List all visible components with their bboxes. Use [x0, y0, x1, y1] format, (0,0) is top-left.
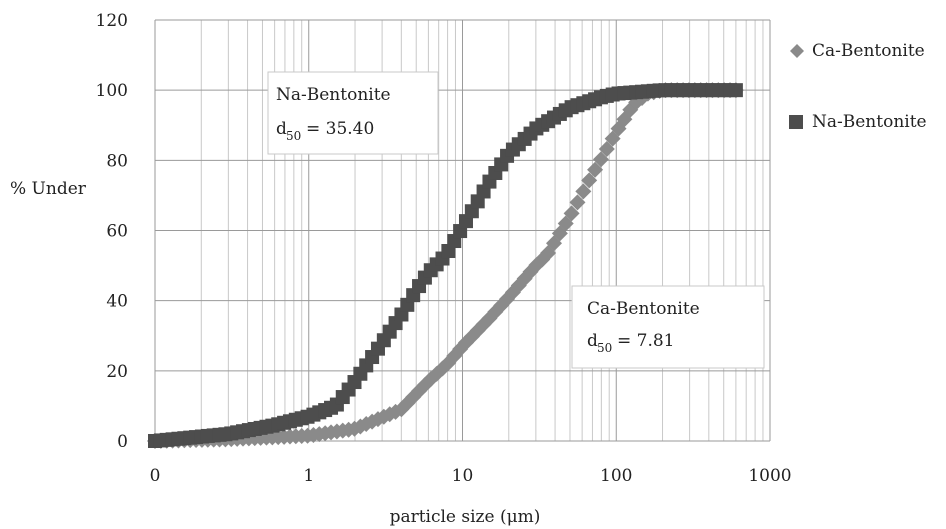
y-axis-ticks: 0 20 40 60 80 100 120: [96, 11, 128, 452]
annotation-ca-box: [571, 285, 765, 369]
annotation-na-label: Na-Bentonite: [276, 85, 391, 105]
legend: Ca-Bentonite Na-Bentonite: [789, 41, 927, 132]
annotation-na-box: [267, 71, 439, 155]
data-point-ca-bentonite: [581, 172, 598, 189]
annotation-ca-label: Ca-Bentonite: [587, 299, 700, 319]
data-point-ca-bentonite: [569, 194, 586, 211]
data-point-ca-bentonite: [592, 151, 609, 168]
x-tick-label: 10: [452, 466, 474, 486]
annotation-na-bentonite: Na-Bentonite d 50 = 35.40: [267, 71, 439, 155]
y-tick-label: 60: [106, 222, 128, 242]
y-tick-label: 120: [96, 11, 128, 31]
annotation-na-d50-value: = 35.40: [306, 119, 374, 139]
data-point-ca-bentonite: [610, 120, 627, 137]
annotation-ca-d50-value: = 7.81: [617, 331, 675, 351]
y-tick-label: 20: [106, 362, 128, 382]
y-axis-title: % Under: [10, 179, 87, 199]
x-tick-label: 1: [303, 466, 314, 486]
annotation-ca-d50-subscript: 50: [597, 341, 612, 355]
y-tick-label: 80: [106, 151, 128, 171]
legend-marker-ca-bentonite: [790, 44, 804, 58]
series-na-bentonite: [148, 83, 743, 448]
data-point-ca-bentonite: [575, 183, 592, 200]
legend-marker-na-bentonite: [789, 115, 803, 129]
data-point-ca-bentonite: [587, 161, 604, 178]
x-tick-label: 1000: [748, 466, 791, 486]
y-tick-label: 40: [106, 292, 128, 312]
legend-label-na-bentonite: Na-Bentonite: [812, 112, 927, 132]
x-axis-ticks: 0 1 10 100 1000: [150, 466, 792, 486]
annotation-ca-d50-symbol: d: [587, 331, 598, 351]
data-point-ca-bentonite: [563, 205, 580, 222]
annotation-na-d50-symbol: d: [276, 119, 287, 139]
annotation-na-d50-subscript: 50: [286, 129, 301, 143]
y-tick-label: 100: [96, 81, 128, 101]
series-ca-bentonite: [147, 82, 744, 449]
data-point-ca-bentonite: [557, 215, 574, 232]
x-axis-title: particle size (μm): [390, 507, 541, 527]
x-tick-label: 100: [600, 466, 632, 486]
data-point-na-bentonite: [728, 83, 743, 98]
y-tick-label: 0: [117, 432, 128, 452]
legend-label-ca-bentonite: Ca-Bentonite: [812, 41, 925, 61]
x-tick-label: 0: [150, 466, 161, 486]
data-point-ca-bentonite: [598, 140, 615, 157]
annotation-ca-bentonite: Ca-Bentonite d 50 = 7.81: [571, 285, 765, 369]
